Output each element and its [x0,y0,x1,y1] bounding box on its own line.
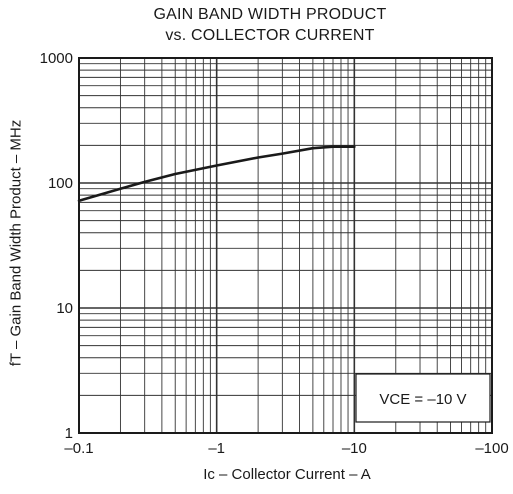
annotation-vce: VCE = –10 V [355,373,491,423]
x-tick-label: –1 [208,440,225,457]
annotation-text: VCE = –10 V [379,391,466,408]
chart-title: GAIN BAND WIDTH PRODUCT [153,6,387,23]
y-tick-label: 1 [65,425,73,442]
grid [79,58,492,433]
x-tick-label: –100 [475,440,508,457]
x-tick-labels: –0.1 –1 –10 –100 [64,440,508,457]
series-line [77,145,356,203]
annotation-box [355,373,491,423]
series-group [77,145,356,203]
y-tick-labels: 1 10 100 1000 [40,50,73,442]
plot-frame [78,57,493,434]
x-tick-label: –0.1 [64,440,93,457]
chart-subtitle: vs. COLLECTOR CURRENT [165,27,375,44]
y-tick-label: 1000 [40,50,73,67]
y-tick-label: 10 [56,300,73,317]
x-tick-label: –10 [342,440,367,457]
x-axis-label: Ic – Collector Current – A [203,466,371,483]
y-tick-label: 100 [48,175,73,192]
